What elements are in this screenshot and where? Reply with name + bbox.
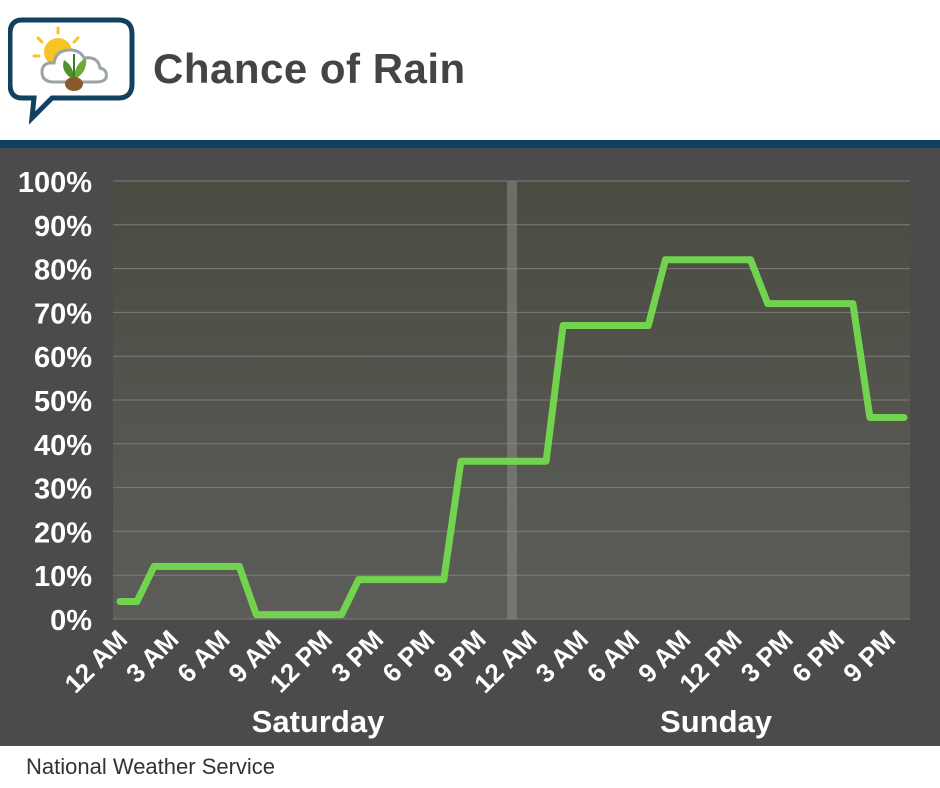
day-label: Saturday (252, 704, 385, 739)
x-tick-label: 3 AM (530, 624, 594, 688)
header-divider (0, 140, 940, 148)
rain-chance-line (116, 256, 908, 619)
y-tick-label: 60% (34, 342, 92, 374)
day-label: Sunday (660, 704, 773, 739)
weather-sun-cloud-leaf-icon (8, 17, 135, 125)
y-tick-label: 10% (34, 561, 92, 593)
y-tick-label: 50% (34, 386, 92, 418)
x-tick-label: 9 PM (837, 624, 901, 688)
y-tick-label: 80% (34, 255, 92, 287)
page-title: Chance of Rain (153, 45, 466, 92)
y-tick-label: 70% (34, 298, 92, 330)
header: Chance of Rain (0, 0, 940, 140)
x-tick-label: 6 AM (171, 624, 235, 688)
x-tick-label: 3 PM (735, 624, 799, 688)
y-tick-label: 90% (34, 211, 92, 243)
y-tick-label: 20% (34, 517, 92, 549)
rain-chance-chart: 0%10%20%30%40%50%60%70%80%90%100% 12 AM3… (18, 167, 910, 739)
x-tick-label: 6 PM (376, 624, 440, 688)
y-tick-label: 100% (18, 167, 92, 199)
chart-panel: 0% 10% 20% 30% 40% 50% 60% 70% 80% 90% 100% 12 AM 3… (0, 148, 940, 746)
day-divider (507, 181, 517, 619)
x-tick-label: 3 PM (325, 624, 389, 688)
y-tick-label: 40% (34, 430, 92, 462)
source-credit: National Weather Service (26, 754, 276, 779)
x-tick-label: 3 AM (120, 624, 184, 688)
x-tick-label: 6 PM (786, 624, 850, 688)
y-tick-label: 0% (50, 605, 92, 637)
y-tick-label: 30% (34, 474, 92, 506)
x-tick-label: 6 AM (581, 624, 645, 688)
